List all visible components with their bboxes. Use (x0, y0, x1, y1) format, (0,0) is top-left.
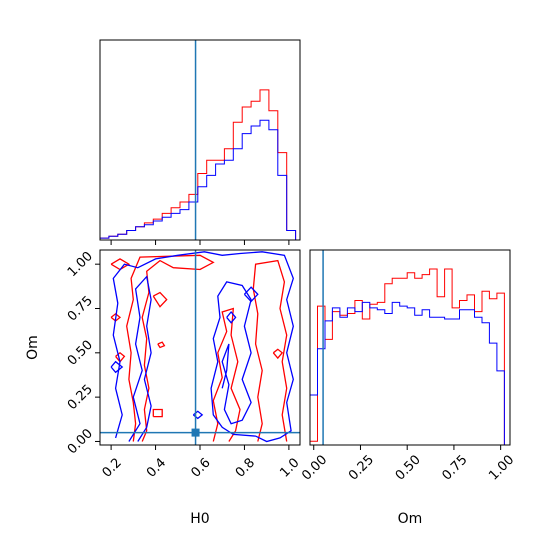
x-tick-label: 0.50 (393, 453, 424, 484)
x-tick-label: 1.00 (486, 453, 517, 484)
histogram-series-1 (309, 301, 510, 446)
y-tick-label: 0.25 (65, 382, 96, 413)
y-tick-label: 1.00 (65, 249, 96, 280)
truth-marker (191, 428, 200, 437)
histogram-series-0 (99, 89, 297, 240)
histogram-frame (309, 249, 511, 446)
contour-line-0-8 (157, 341, 166, 349)
x-axis-title: H0 (190, 511, 209, 527)
contour-line-1-4 (110, 360, 124, 374)
x-tick-label: 0.75 (439, 453, 470, 484)
contour-line-1-3 (226, 310, 237, 324)
y-tick-label: 0.75 (65, 293, 96, 324)
contour-line-1-2 (192, 410, 204, 420)
x-tick-label: 1.0 (277, 455, 302, 480)
y-tick-label: 0.50 (65, 338, 96, 369)
x-tick-label: 0.25 (346, 453, 377, 484)
x-tick-label: 0.6 (188, 455, 213, 480)
contour-line-1-1 (128, 275, 152, 442)
histogram-panel-1 (99, 39, 301, 241)
contour-line-0-7 (152, 408, 163, 418)
x-tick-label: 0.2 (100, 455, 125, 480)
x-tick-label: 0.00 (299, 453, 330, 484)
contour-line-0-2 (252, 259, 288, 442)
contour-line-0-4 (152, 291, 168, 308)
histogram-series-0 (309, 268, 510, 446)
contour-line-1-0 (112, 251, 294, 443)
x-tick-label: 0.8 (233, 455, 258, 480)
contour-panel (99, 249, 301, 446)
histogram-series-1 (99, 119, 297, 240)
contour-line-1-5 (243, 286, 259, 303)
histogram-frame (99, 39, 301, 241)
contour-line-0-9 (272, 348, 284, 360)
contour-line-0-3 (110, 258, 131, 271)
contour-line-0-1 (212, 307, 241, 442)
x-tick-label: 0.4 (144, 455, 169, 480)
contour-line-0-5 (110, 312, 122, 322)
histogram-panel-2 (309, 249, 511, 446)
y-axis-title: Om (25, 335, 41, 360)
contour-clip (110, 251, 294, 443)
x-axis-title: Om (398, 511, 423, 527)
y-tick-label: 0.00 (65, 426, 96, 457)
